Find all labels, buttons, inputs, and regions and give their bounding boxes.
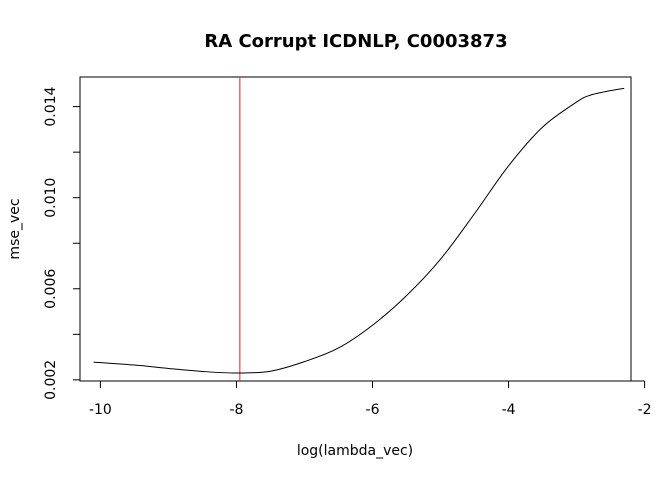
plot-area [93,77,625,381]
x-tick-label: -2 [638,402,652,418]
y-axis: 0.002 0.006 0.010 0.014 [43,86,81,400]
x-tick-label: -6 [366,402,380,418]
x-tick-label: -8 [229,402,243,418]
y-tick-label: 0.014 [43,86,59,126]
x-axis: -10 -8 -6 -4 -2 [89,380,652,418]
y-axis-label: mse_vec [7,198,23,259]
x-axis-label: log(lambda_vec) [297,443,413,459]
x-tick-label: -10 [89,402,112,418]
chart-title: RA Corrupt ICDNLP, C0003873 [204,31,507,52]
y-tick-label: 0.006 [43,269,59,309]
series-line [93,87,625,374]
y-tick-label: 0.002 [43,360,59,400]
y-tick-label: 0.010 [43,178,59,218]
x-tick-label: -4 [502,402,516,418]
